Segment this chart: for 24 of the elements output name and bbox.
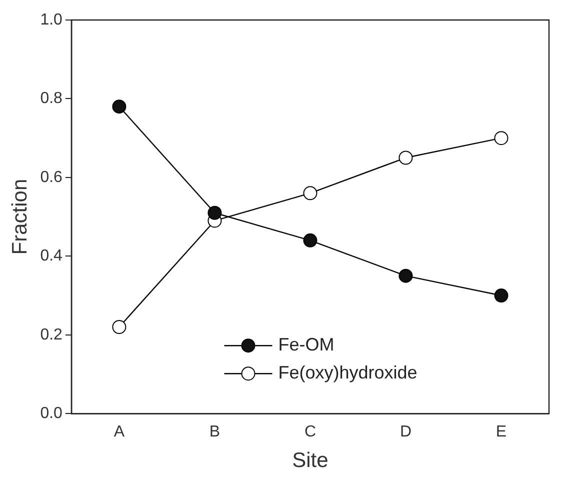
y-tick-label: 0.4 [40, 248, 63, 265]
x-tick-label: A [114, 424, 125, 441]
x-tick-label: B [209, 424, 220, 441]
point [303, 186, 318, 200]
point [398, 268, 413, 283]
point [208, 206, 222, 220]
x-tick-label: E [496, 424, 507, 441]
legend-label: Fe(oxy)hydroxide [278, 362, 418, 383]
point [494, 288, 508, 303]
x-tick-label: C [304, 424, 316, 441]
y-axis-title: Fraction [8, 178, 32, 255]
y-tick-label: 0.6 [40, 168, 63, 186]
y-tick-label: 0.2 [40, 326, 63, 344]
y-tick-label: 0.0 [40, 405, 63, 422]
x-axis-title: Site [292, 449, 328, 472]
point [398, 150, 413, 165]
point [112, 100, 126, 114]
legend-label: Fe-OM [278, 334, 334, 355]
point [494, 131, 508, 146]
y-tick-label: 0.8 [40, 90, 63, 108]
point [112, 320, 126, 334]
x-tick-label: D [400, 424, 412, 441]
y-tick-label: 1.0 [40, 11, 63, 28]
point [303, 233, 318, 248]
